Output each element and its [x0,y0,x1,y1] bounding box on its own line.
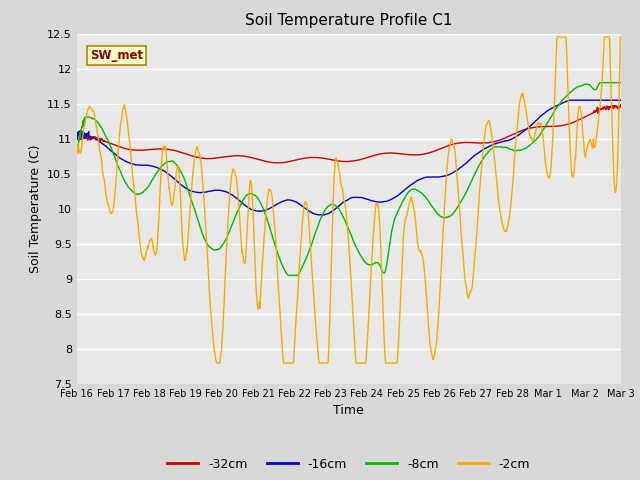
Text: SW_met: SW_met [90,49,143,62]
X-axis label: Time: Time [333,405,364,418]
Legend: -32cm, -16cm, -8cm, -2cm: -32cm, -16cm, -8cm, -2cm [162,453,536,476]
Y-axis label: Soil Temperature (C): Soil Temperature (C) [29,144,42,273]
Title: Soil Temperature Profile C1: Soil Temperature Profile C1 [245,13,452,28]
